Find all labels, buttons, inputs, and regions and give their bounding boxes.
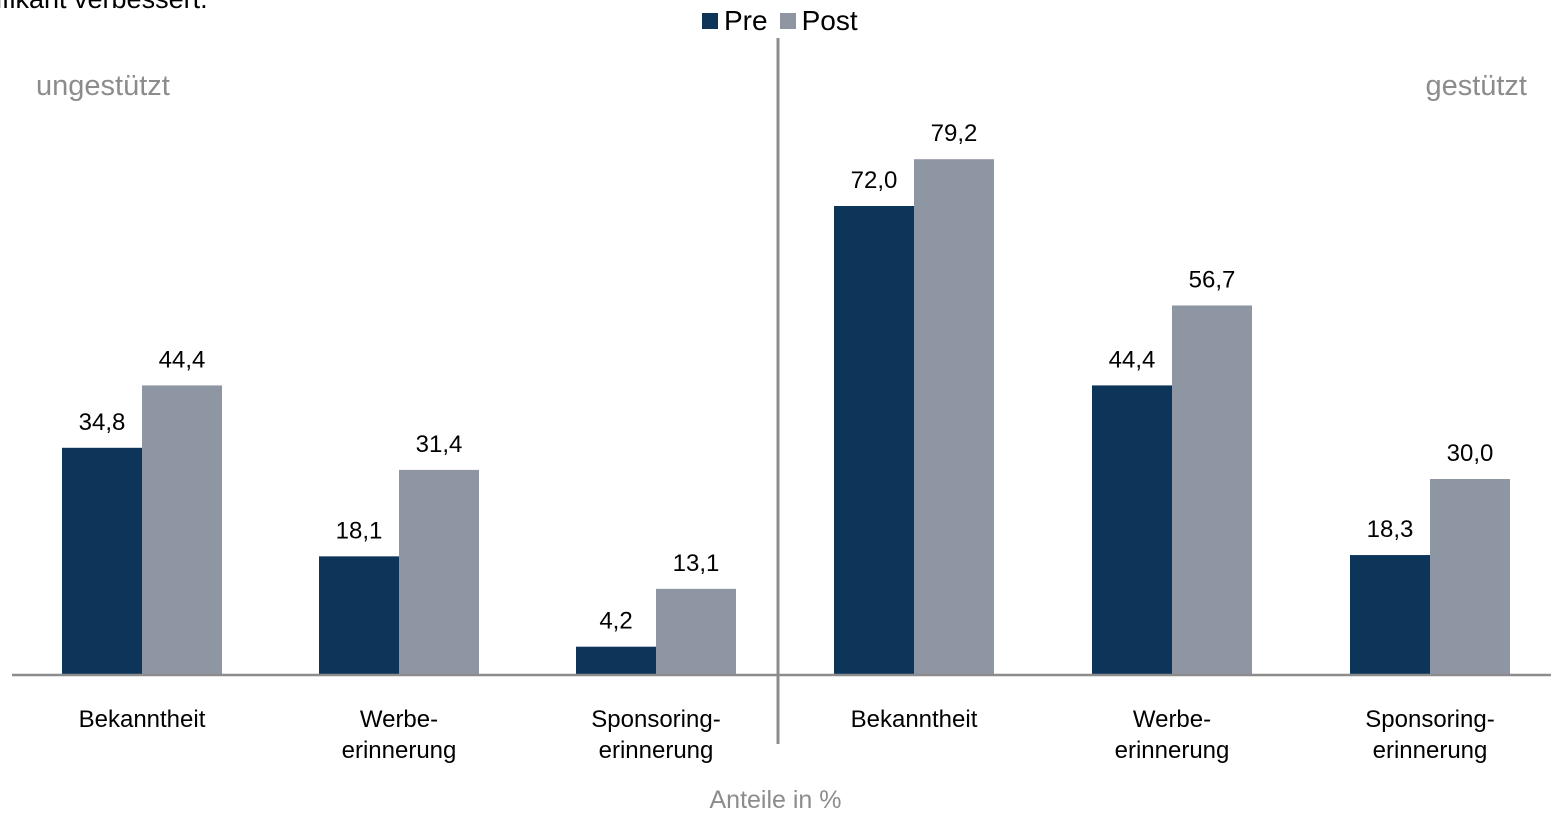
section-label-left: ungestützt [36,70,170,102]
data-label-post-3: 79,2 [931,120,978,147]
legend-item-post: Post [779,5,858,37]
bar-pre-3 [834,206,914,674]
section-label-right: gestützt [1425,70,1527,102]
unit-label: Anteile in % [709,786,842,814]
bar-pre-5 [1350,555,1430,674]
legend-swatch-pre [702,13,718,29]
data-label-pre-2: 4,2 [599,608,632,635]
data-label-pre-4: 44,4 [1109,346,1156,373]
bar-post-2 [656,588,736,674]
legend-swatch-post [779,13,796,29]
legend-label-pre: Pre [724,5,768,36]
bar-post-3 [914,159,994,674]
legend: Pre Post [702,5,870,37]
data-label-pre-0: 34,8 [79,409,126,436]
category-label-1: Werbe-erinnerung [342,706,457,764]
bar-pre-1 [319,556,399,674]
data-label-post-2: 13,1 [673,550,720,577]
category-label-4: Werbe-erinnerung [1115,706,1230,764]
bar-pre-4 [1092,385,1172,674]
header-partial-text: ifikant verbessert. [0,0,208,15]
data-label-pre-1: 18,1 [336,517,383,544]
bar-post-4 [1172,305,1252,674]
category-label-3: Bekanntheit [851,706,978,733]
bar-post-5 [1430,479,1510,674]
bar-pre-2 [576,646,656,674]
bar-post-1 [399,469,479,674]
category-label-0: Bekanntheit [79,706,206,733]
data-label-post-1: 31,4 [416,431,463,458]
data-label-pre-3: 72,0 [851,167,898,194]
category-label-2: Sponsoring-erinnerung [591,706,720,764]
data-label-post-5: 30,0 [1447,440,1494,467]
bar-pre-0 [62,447,142,674]
bar-post-0 [142,385,222,674]
data-label-post-0: 44,4 [159,346,206,373]
legend-item-pre: Pre [702,5,768,37]
data-label-post-4: 56,7 [1189,266,1236,293]
legend-label-post: Post [801,5,858,36]
category-label-5: Sponsoring-erinnerung [1365,706,1494,764]
data-label-pre-5: 18,3 [1367,516,1414,543]
